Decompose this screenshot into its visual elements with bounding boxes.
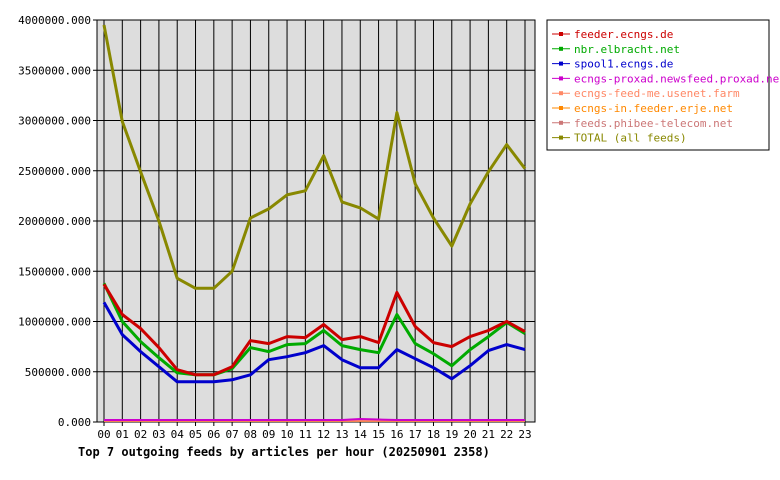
x-tick-label: 12	[317, 428, 330, 441]
series-line-1	[102, 282, 526, 377]
x-tick-label: 20	[463, 428, 476, 441]
y-tick-label: 4000000.000	[18, 14, 91, 27]
x-tick-label: 03	[152, 428, 165, 441]
y-tick-label: 0.000	[58, 416, 91, 429]
legend-label: feeder.ecngs.de	[574, 28, 673, 41]
legend-marker	[559, 61, 563, 66]
legend-marker	[559, 46, 563, 51]
x-tick-label: 11	[299, 428, 312, 441]
series-line-3	[104, 418, 525, 421]
x-tick-label: 14	[354, 428, 368, 441]
series-line-2	[102, 301, 526, 384]
x-tick-label: 19	[445, 428, 458, 441]
y-tick-label: 1000000.000	[18, 316, 91, 329]
legend-label: ecngs-in.feeder.erje.net	[574, 102, 733, 115]
y-tick-label: 1500000.000	[18, 265, 91, 278]
x-tick-label: 07	[226, 428, 239, 441]
x-tick-label: 13	[335, 428, 348, 441]
legend-label: feeds.phibee-telecom.net	[574, 117, 733, 130]
x-tick-label: 01	[116, 428, 129, 441]
legend-label: ecngs-proxad.newsfeed.proxad.net	[574, 72, 780, 85]
x-tick-label: 08	[244, 428, 257, 441]
x-tick-label: 10	[280, 428, 293, 441]
x-tick-label: 17	[409, 428, 422, 441]
chart-title: Top 7 outgoing feeds by articles per hou…	[78, 445, 490, 459]
x-tick-label: 22	[500, 428, 513, 441]
x-tick-label: 16	[390, 428, 403, 441]
y-tick-label: 2000000.000	[18, 215, 91, 228]
legend-label: spool1.ecngs.de	[574, 58, 673, 71]
legend-marker	[559, 135, 563, 140]
legend: feeder.ecngs.de nbr.elbracht.net spool1.ec…	[546, 19, 780, 151]
x-axis: 00 01 02 03 04 05 06 07 08 09 10 11 12 13 14 15 16 17 18 19…	[97, 422, 532, 441]
y-tick-label: 3500000.000	[18, 64, 91, 77]
legend-marker	[559, 32, 563, 36]
series-line-0	[102, 283, 526, 377]
legend-box	[546, 19, 770, 151]
x-tick-label: 06	[207, 428, 220, 441]
x-tick-label: 15	[372, 428, 385, 441]
x-tick-label: 05	[189, 428, 202, 441]
x-tick-label: 00	[97, 428, 110, 441]
x-tick-label: 09	[262, 428, 275, 441]
y-axis: 0.000 500000.000 1000000.000 1500000.000 200…	[18, 14, 97, 429]
x-tick-label: 18	[427, 428, 440, 441]
series-line-7	[102, 24, 527, 290]
y-tick-label: 3000000.000	[18, 115, 91, 128]
x-tick-label: 23	[518, 428, 531, 441]
series-lines	[102, 24, 527, 422]
legend-marker	[559, 106, 563, 110]
x-tick-label: 02	[134, 428, 147, 441]
legend-label: nbr.elbracht.net	[574, 43, 680, 56]
x-tick-label: 21	[482, 428, 495, 441]
x-tick-label: 04	[171, 428, 185, 441]
legend-marker	[559, 76, 563, 81]
legend-label: TOTAL (all feeds)	[574, 132, 687, 145]
y-tick-label: 500000.000	[25, 366, 91, 379]
legend-label: ecngs-feed-me.usenet.farm	[574, 87, 740, 100]
y-tick-label: 2500000.000	[18, 165, 91, 178]
legend-marker	[559, 91, 563, 96]
legend-marker	[559, 120, 563, 125]
